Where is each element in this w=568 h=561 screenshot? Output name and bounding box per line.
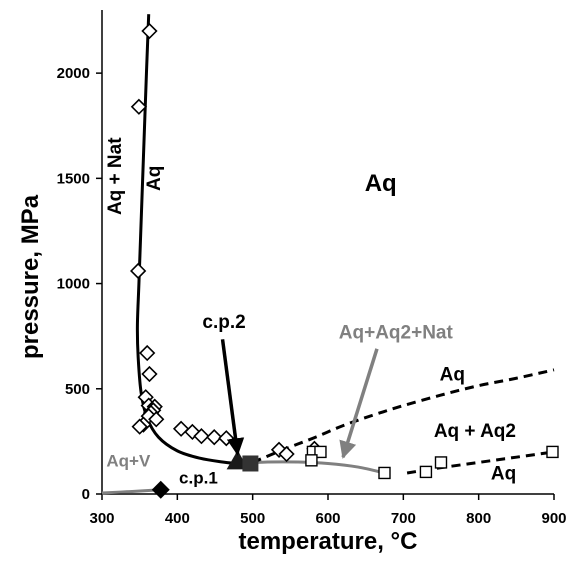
data-point <box>419 465 433 479</box>
region-label: Aq + Nat <box>105 137 126 215</box>
critical-point-marker <box>242 455 259 472</box>
data-point <box>314 445 327 459</box>
data-point <box>184 423 201 441</box>
data-point <box>148 411 165 428</box>
y-tick-label: 0 <box>82 486 90 503</box>
annotation-arrow <box>220 339 245 456</box>
x-tick-label: 600 <box>315 510 340 527</box>
x-tick-label: 700 <box>391 510 416 527</box>
x-tick-label: 800 <box>466 510 491 527</box>
data-point <box>130 98 148 115</box>
data-point <box>206 429 223 446</box>
axes <box>96 10 555 500</box>
data-point <box>546 445 559 459</box>
y-tick-label: 2000 <box>57 65 90 82</box>
y-tick-label: 500 <box>65 381 90 398</box>
y-tick-label: 1500 <box>57 170 90 187</box>
data-point <box>305 454 318 467</box>
data-point <box>434 456 448 469</box>
data-markers <box>130 22 559 499</box>
annotation-arrow <box>339 348 379 459</box>
region-label: c.p.2 <box>202 312 245 333</box>
data-point <box>218 430 235 447</box>
region-label: Aq <box>491 463 516 484</box>
data-point <box>141 365 158 383</box>
region-label: Aq + Aq2 <box>434 421 516 442</box>
region-labels: Aq Aq + Nat Aq c.p.2 Aq+Aq2+Nat Aq Aq + Aq2 Aq A… <box>105 137 516 488</box>
x-tick-label: 400 <box>165 510 190 527</box>
region-label: Aq+V <box>106 452 151 471</box>
solid-phase-boundary <box>135 14 253 465</box>
region-label: Aq <box>440 364 465 385</box>
data-point <box>131 418 148 435</box>
y-tick-label: 1000 <box>57 276 90 293</box>
data-point <box>139 344 156 362</box>
region-label: Aq+Aq2+Nat <box>339 322 454 343</box>
data-point <box>172 420 190 437</box>
data-point <box>193 427 210 445</box>
tick-labels: 300 400 500 600 700 800 900 0 500 1000 1500 2000 <box>57 65 567 527</box>
region-label: Aq <box>144 166 165 191</box>
region-label: c.p.1 <box>179 468 218 487</box>
data-point <box>378 466 391 480</box>
annotation-arrows <box>220 339 379 459</box>
x-axis-title: temperature, °C <box>239 528 418 555</box>
data-point <box>130 262 147 280</box>
solid-phase-boundary <box>101 488 161 495</box>
x-tick-label: 300 <box>89 510 114 527</box>
region-label: Aq <box>365 170 397 197</box>
data-point <box>278 445 295 463</box>
y-axis-title: pressure, MPa <box>17 194 44 359</box>
dashed-phase-boundary <box>252 368 555 464</box>
x-tick-label: 900 <box>541 510 566 527</box>
data-point <box>141 22 158 40</box>
x-tick-label: 500 <box>240 510 265 527</box>
critical-point-marker <box>151 480 170 499</box>
